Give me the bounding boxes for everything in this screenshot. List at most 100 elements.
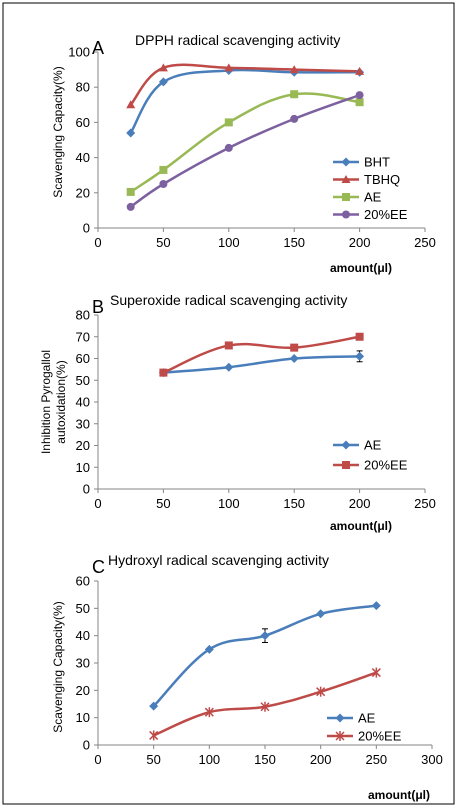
x-tick-label: 0 <box>94 752 101 767</box>
y-tick-label: 40 <box>76 628 90 643</box>
x-tick-label: 150 <box>283 235 305 250</box>
y-tick-label: 70 <box>76 329 90 344</box>
legend-label-20%EE: 20%EE <box>364 458 408 473</box>
x-tick-label: 100 <box>218 496 240 511</box>
x-tick-label: 150 <box>283 496 305 511</box>
data-point-20%EE <box>159 368 168 377</box>
data-point-AE <box>126 187 135 196</box>
y-tick-label: 80 <box>76 80 90 95</box>
data-point-AE <box>204 644 214 654</box>
legend-label-AE: AE <box>364 438 382 453</box>
legend-label-20%EE: 20%EE <box>364 207 408 222</box>
data-point-20%EE <box>224 143 233 152</box>
x-tick-label: 250 <box>414 235 436 250</box>
y-tick-label: 10 <box>76 710 90 725</box>
legend-label-BHT: BHT <box>364 155 390 170</box>
data-point-20%EE <box>126 202 135 211</box>
y-tick-label: 20 <box>76 438 90 453</box>
y-tick-label: 20 <box>76 683 90 698</box>
panel-a-y-axis-label: Scavenging Capacity(%) <box>51 66 65 197</box>
panel-a-x-axis-label: amount(μl) <box>330 261 392 275</box>
x-tick-label: 50 <box>146 752 160 767</box>
x-tick-label: 100 <box>218 235 240 250</box>
x-tick-label: 200 <box>349 235 371 250</box>
y-tick-label: 0 <box>83 482 90 497</box>
x-tick-label: 250 <box>414 496 436 511</box>
panel-b-plot: 0 10 20 30 40 50 60 70 80 0 50 100 150 200 250 AE 20%EE <box>76 308 436 512</box>
data-point-AE <box>355 351 365 361</box>
panel-b-letter: B <box>92 297 104 317</box>
panel-c-title: Hydroxyl radical scavenging activity <box>108 552 329 568</box>
panel-a-title: DPPH radical scavenging activity <box>135 32 340 48</box>
data-point-AE <box>149 701 159 711</box>
y-tick-label: 40 <box>76 395 90 410</box>
data-point-TBHQ <box>158 63 168 72</box>
panel-c-plot: 0 10 20 30 40 50 60 0 50 100 150 200 250 300 AE 20%EE <box>76 574 443 768</box>
x-tick-label: 200 <box>310 752 332 767</box>
x-tick-label: 150 <box>254 752 276 767</box>
data-point-AE <box>159 165 168 174</box>
y-tick-label: 50 <box>76 601 90 616</box>
data-point-AE <box>371 601 381 611</box>
data-point-TBHQ <box>289 65 299 74</box>
series-line-AE <box>163 355 360 374</box>
legend-marker-BHT <box>341 157 351 167</box>
data-point-20%EE <box>355 91 364 100</box>
panel-a-plot: 0 20 40 60 80 100 0 50 100 150 200 250 BHT TBHQ AE 20%E… <box>68 45 436 251</box>
x-tick-label: 0 <box>94 496 101 511</box>
y-tick-label: 40 <box>76 150 90 165</box>
data-point-20%EE <box>290 114 299 123</box>
panel-b-x-axis-label: amount(μl) <box>330 519 392 533</box>
panel-a-letter: A <box>92 38 104 58</box>
panel-b-y-axis-label-line2: autoxidation(%) <box>54 360 68 443</box>
y-tick-label: 30 <box>76 416 90 431</box>
y-tick-label: 10 <box>76 460 90 475</box>
data-point-20%EE <box>224 341 233 350</box>
legend-marker-TBHQ <box>341 175 351 183</box>
y-tick-label: 20 <box>76 185 90 200</box>
y-tick-label: 60 <box>76 115 90 130</box>
data-point-20%EE <box>316 686 326 697</box>
legend-marker-20%EE <box>335 731 345 741</box>
data-point-20%EE <box>355 332 364 341</box>
y-tick-label: 50 <box>76 373 90 388</box>
data-point-20%EE <box>260 701 270 712</box>
legend-label-AE: AE <box>358 711 376 726</box>
data-point-TBHQ <box>126 100 136 109</box>
y-tick-label: 100 <box>68 45 90 60</box>
y-tick-label: 0 <box>83 221 90 236</box>
y-tick-label: 30 <box>76 656 90 671</box>
data-point-AE <box>355 98 364 107</box>
legend-marker-AE <box>341 440 351 450</box>
panel-b-y-axis-label-line1: Inhibition Pyrogallol <box>39 350 53 454</box>
panel-c-letter: C <box>92 557 105 577</box>
legend-label-20%EE: 20%EE <box>358 729 402 744</box>
data-point-20%EE <box>159 180 168 188</box>
data-point-20%EE <box>204 707 214 718</box>
panel-c: C Hydroxyl radical scavenging activity S… <box>51 552 443 802</box>
data-point-AE <box>290 90 299 99</box>
x-tick-label: 0 <box>94 235 101 250</box>
series-line-20%EE <box>162 335 360 374</box>
panel-a: A DPPH radical scavenging activity Scave… <box>51 32 436 275</box>
panel-b-title: Superoxide radical scavenging activity <box>110 292 347 308</box>
data-point-AE <box>224 362 234 372</box>
x-tick-label: 250 <box>365 752 387 767</box>
x-tick-label: 50 <box>156 496 170 511</box>
data-point-20%EE <box>290 343 299 352</box>
data-point-BHT <box>158 77 168 87</box>
data-point-20%EE <box>149 730 159 741</box>
data-point-TBHQ <box>355 66 365 75</box>
legend-label-AE: AE <box>364 190 382 205</box>
y-tick-label: 60 <box>76 574 90 589</box>
legend-marker-AE <box>335 713 345 723</box>
legend-label-TBHQ: TBHQ <box>364 172 400 187</box>
data-point-AE <box>260 631 270 641</box>
y-tick-label: 0 <box>83 738 90 753</box>
data-point-AE <box>316 609 326 619</box>
panel-b: B Superoxide radical scavenging activity… <box>39 292 436 533</box>
data-point-BHT <box>126 128 136 138</box>
y-tick-label: 60 <box>76 351 90 366</box>
x-tick-label: 300 <box>421 752 443 767</box>
